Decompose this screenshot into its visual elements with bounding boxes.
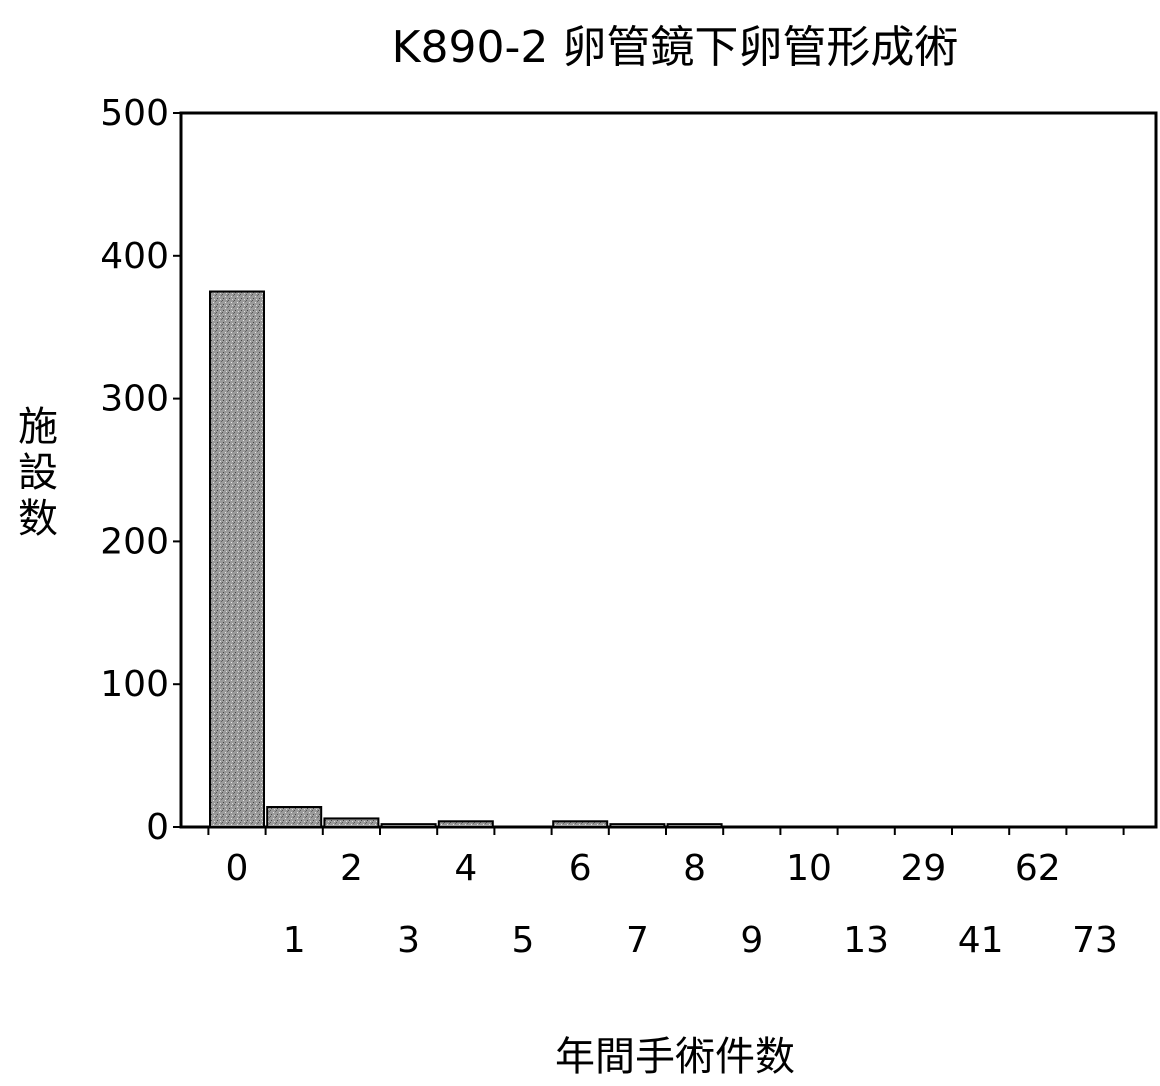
y-tick-label: 300 <box>100 379 169 420</box>
chart-title: K890-2 卵管鏡下卵管形成術 <box>392 22 959 73</box>
y-tick-label: 0 <box>146 807 169 848</box>
x-axis-label: 年間手術件数 <box>555 1034 795 1080</box>
bar <box>552 820 609 829</box>
x-tick-label: 3 <box>397 920 420 961</box>
y-tick-label: 200 <box>100 521 169 562</box>
x-tick-label: 4 <box>454 848 477 889</box>
x-tick-label: 6 <box>569 848 592 889</box>
bar <box>666 823 723 828</box>
bar <box>266 806 323 828</box>
bars-group <box>209 290 723 829</box>
y-axis-label: 施設数 <box>18 404 58 542</box>
x-tick-label: 2 <box>340 848 363 889</box>
x-tick-label: 0 <box>226 848 249 889</box>
bar <box>380 823 437 828</box>
x-tick-label: 62 <box>1015 848 1061 889</box>
bar <box>437 820 494 829</box>
x-tick-label: 8 <box>683 848 706 889</box>
x-tick-label: 29 <box>900 848 946 889</box>
x-tick-label: 13 <box>843 920 889 961</box>
y-axis: 0 100 200 300 400 500 <box>100 93 181 848</box>
x-tick-label: 5 <box>512 920 535 961</box>
plot-area-frame <box>179 111 1158 829</box>
x-tick-label: 41 <box>958 920 1004 961</box>
x-tick-label: 9 <box>740 920 763 961</box>
y-tick-label: 500 <box>100 93 169 134</box>
x-tick-label: 73 <box>1072 920 1118 961</box>
bar <box>323 817 380 829</box>
x-tick-label: 7 <box>626 920 649 961</box>
bar <box>609 823 666 828</box>
y-tick-label: 100 <box>100 664 169 705</box>
bar <box>209 290 265 828</box>
y-tick-label: 400 <box>100 236 169 277</box>
x-tick-label: 10 <box>786 848 832 889</box>
x-tick-label: 1 <box>283 920 306 961</box>
